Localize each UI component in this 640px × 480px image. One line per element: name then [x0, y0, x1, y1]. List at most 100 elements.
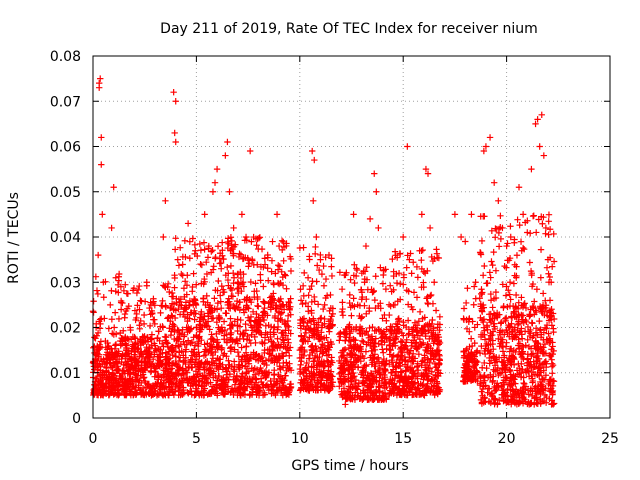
data-point	[217, 298, 224, 305]
data-point	[107, 301, 114, 309]
y-tick-label: 0.04	[50, 230, 81, 246]
data-point	[200, 387, 208, 394]
data-point	[545, 218, 552, 225]
data-point	[506, 279, 514, 286]
data-point	[487, 274, 494, 281]
data-point	[176, 354, 184, 361]
data-point	[253, 376, 260, 383]
data-point	[151, 351, 158, 358]
data-point	[105, 325, 113, 332]
data-point	[175, 343, 183, 350]
data-point	[519, 211, 527, 218]
data-point	[280, 306, 288, 313]
data-point	[159, 340, 166, 348]
data-point	[109, 383, 117, 390]
data-point	[178, 302, 185, 309]
data-point	[157, 309, 164, 317]
data-point	[93, 287, 101, 294]
data-point	[91, 366, 98, 373]
data-point	[398, 368, 406, 375]
data-point	[161, 377, 169, 384]
data-point	[199, 382, 206, 389]
data-point	[121, 314, 128, 321]
data-point	[533, 229, 540, 236]
chart-title: Day 211 of 2019, Rate Of TEC Index for r…	[160, 21, 538, 37]
data-point	[257, 364, 264, 372]
data-point	[231, 318, 239, 325]
data-point	[536, 317, 543, 325]
data-point	[432, 307, 440, 314]
data-point	[488, 258, 495, 265]
data-point	[230, 391, 237, 399]
data-point	[526, 259, 534, 266]
data-point	[98, 134, 105, 141]
y-tick-label: 0.08	[50, 49, 81, 65]
data-point	[280, 329, 288, 337]
data-point	[284, 390, 291, 398]
data-point	[91, 391, 98, 398]
data-point	[183, 341, 190, 348]
data-point	[178, 388, 186, 396]
data-point	[218, 265, 225, 272]
data-point	[275, 355, 283, 362]
data-point	[318, 314, 325, 322]
data-point	[339, 312, 347, 319]
data-point	[486, 134, 494, 141]
data-point	[190, 334, 197, 341]
data-point	[90, 298, 97, 305]
data-point	[248, 324, 255, 331]
data-point	[127, 388, 135, 395]
data-point	[301, 269, 308, 277]
data-point	[197, 260, 204, 268]
data-point	[180, 285, 188, 292]
data-point	[498, 319, 505, 326]
data-point	[131, 307, 139, 314]
data-point	[92, 351, 100, 358]
x-tick-label: 20	[498, 431, 516, 447]
data-point	[279, 336, 286, 343]
data-point	[194, 371, 201, 379]
data-point	[260, 316, 268, 324]
data-point	[492, 234, 499, 241]
data-point	[540, 152, 548, 159]
data-point	[171, 335, 178, 343]
data-point	[328, 263, 335, 270]
data-point	[219, 361, 226, 369]
data-point	[220, 381, 227, 389]
data-point	[142, 379, 149, 387]
data-point	[120, 327, 127, 334]
data-point	[403, 264, 410, 271]
data-point	[247, 278, 255, 286]
data-point	[280, 352, 287, 360]
data-point	[548, 360, 556, 367]
data-point	[545, 231, 552, 238]
data-point	[265, 369, 273, 376]
data-point	[117, 342, 124, 349]
data-point	[136, 325, 143, 333]
data-point	[186, 255, 194, 262]
data-point	[241, 377, 248, 384]
data-point	[186, 315, 193, 322]
data-point	[515, 184, 523, 191]
data-point	[139, 390, 146, 397]
data-point	[170, 391, 178, 399]
data-point	[209, 314, 217, 322]
data-point	[173, 299, 180, 307]
data-point	[134, 286, 142, 294]
data-point	[187, 340, 194, 347]
data-point	[546, 226, 554, 233]
data-point	[268, 301, 275, 309]
data-point	[168, 380, 175, 387]
data-point	[140, 374, 147, 382]
data-point	[233, 376, 241, 383]
data-point	[117, 283, 125, 290]
data-point	[111, 309, 119, 316]
data-point	[527, 312, 534, 319]
data-point	[260, 298, 267, 305]
data-point	[227, 262, 235, 270]
data-point	[190, 380, 198, 387]
data-point	[91, 343, 98, 350]
data-point	[151, 387, 158, 394]
data-point	[172, 235, 179, 242]
data-point	[393, 279, 401, 287]
